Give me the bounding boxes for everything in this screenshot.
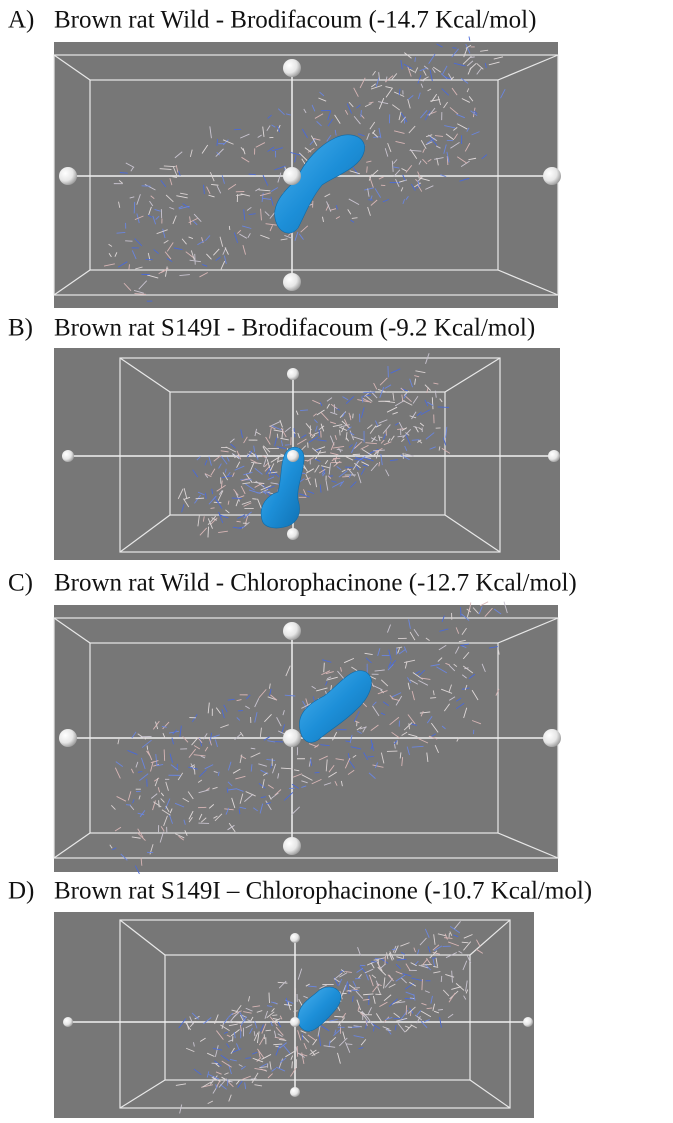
panel: D) Brown rat S149I – Chlorophacinone (-10…: [8, 878, 592, 1118]
axis-sphere: [283, 273, 301, 291]
axis-sphere: [283, 59, 301, 77]
axis-sphere: [59, 729, 77, 747]
render-background: [54, 912, 534, 1118]
bond: [409, 723, 410, 729]
bond: [361, 110, 362, 117]
bond: [415, 57, 416, 62]
bond: [229, 226, 230, 230]
axis-sphere: [63, 1017, 73, 1027]
bond: [159, 800, 160, 807]
panel: A) Brown rat Wild - Brodifacoum (-14.7 Kc…: [8, 7, 561, 308]
bond: [430, 698, 436, 699]
bond: [272, 1015, 277, 1016]
bond: [147, 746, 148, 750]
axis-sphere: [287, 528, 299, 540]
bond: [266, 1030, 271, 1031]
bond: [396, 648, 397, 655]
axis-sphere: [283, 167, 301, 185]
bond: [211, 508, 215, 509]
bond: [441, 976, 442, 982]
bond: [237, 521, 241, 522]
axis-sphere: [290, 1017, 300, 1027]
axis-sphere: [59, 167, 77, 185]
panel-title: Brown rat S149I - Brodifacoum (-9.2 Kcal…: [54, 315, 535, 342]
page: A) Brown rat Wild - Brodifacoum (-14.7 Kc…: [0, 0, 673, 1123]
bond: [438, 1009, 443, 1010]
axis-sphere: [543, 729, 561, 747]
figure: A) Brown rat Wild - Brodifacoum (-14.7 Kc…: [0, 0, 673, 1123]
bond: [164, 749, 165, 760]
panel-title: Brown rat Wild - Chlorophacinone (-12.7 …: [54, 570, 577, 597]
bond: [342, 476, 349, 477]
panel-label: C): [8, 570, 33, 597]
axis-sphere: [287, 368, 299, 380]
bond: [129, 264, 130, 269]
axis-sphere: [290, 933, 300, 943]
bond: [470, 57, 475, 58]
bond: [277, 434, 278, 439]
axis-sphere: [523, 1017, 533, 1027]
bond: [285, 445, 290, 446]
panel: C) Brown rat Wild - Chlorophacinone (-12.…: [8, 570, 577, 874]
axis-sphere: [283, 622, 301, 640]
bond: [462, 942, 469, 943]
bond: [196, 498, 204, 499]
axis-sphere: [283, 729, 301, 747]
bond: [438, 407, 449, 408]
bond: [324, 663, 325, 673]
panel-label: A): [8, 7, 34, 34]
axis-sphere: [287, 450, 299, 462]
bond: [252, 499, 256, 500]
bond: [393, 1018, 400, 1019]
panel-title: Brown rat Wild - Brodifacoum (-14.7 Kcal…: [54, 7, 536, 34]
panel-title: Brown rat S149I – Chlorophacinone (-10.7…: [54, 878, 592, 905]
axis-sphere: [62, 450, 74, 462]
axis-sphere: [548, 450, 560, 462]
axis-sphere: [543, 167, 561, 185]
render-background: [54, 348, 560, 560]
bond: [379, 462, 380, 466]
bond: [249, 174, 256, 175]
panel-label: D): [8, 878, 34, 905]
panel: B) Brown rat S149I - Brodifacoum (-9.2 Kc…: [8, 315, 560, 560]
bond: [208, 527, 209, 538]
bond: [340, 430, 341, 436]
bond: [319, 430, 320, 437]
bond: [292, 1061, 293, 1068]
bond: [452, 48, 456, 49]
bond: [367, 166, 368, 172]
panel-label: B): [8, 315, 33, 342]
bond: [469, 36, 470, 40]
axis-sphere: [290, 1087, 300, 1097]
axis-sphere: [283, 837, 301, 855]
